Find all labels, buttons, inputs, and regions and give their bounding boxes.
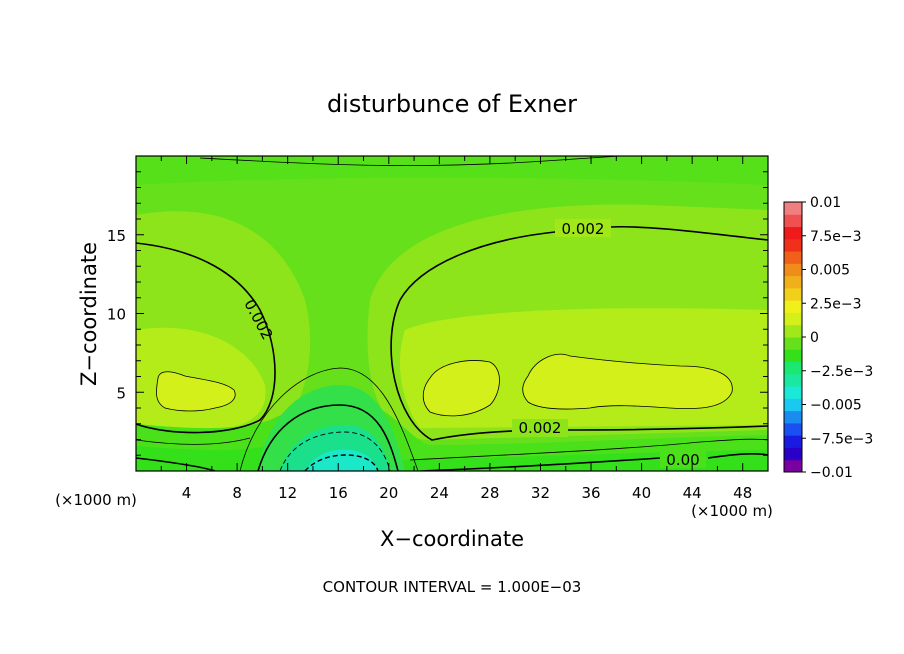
x-tick-label: 4 (182, 484, 192, 502)
colorbar-swatch (784, 459, 802, 473)
contour-line-dome-thin (239, 367, 419, 471)
colorbar-tick-label: −2.5e−3 (810, 364, 873, 380)
contour-label-3: 0.002 (519, 419, 562, 437)
colorbar-swatch (784, 214, 802, 228)
colorbar-tick-label: 0.005 (810, 263, 850, 279)
x-axis-label: X−coordinate (380, 527, 524, 551)
y-tick-label: 10 (107, 306, 126, 324)
x-axis: 4 8 12 16 20 24 28 32 36 40 44 48 (160, 156, 752, 502)
colorbar-swatch (784, 324, 802, 338)
field-island-left (156, 371, 236, 412)
colorbar-swatch (784, 386, 802, 399)
contour-line-bottom-thick-left (136, 457, 216, 471)
colorbar-tick-label: 0 (810, 330, 819, 346)
field-dome-inner (305, 449, 378, 471)
x-tick-label: 44 (683, 484, 702, 502)
colorbar: 0.01 7.5e−3 0.005 2.5e−3 0 −2.5e−3 −0.005 −7.5e… (783, 195, 873, 481)
field-island-mid (422, 360, 500, 417)
colorbar-swatch (784, 202, 802, 215)
colorbar-swatch (784, 361, 802, 375)
x-tick-label: 24 (430, 484, 449, 502)
colorbar-swatch (784, 312, 802, 326)
colorbar-swatch (784, 287, 802, 301)
x-tick-label: 48 (733, 484, 752, 502)
colorbar-swatch (784, 349, 802, 363)
colorbar-tick-label: −7.5e−3 (810, 431, 873, 447)
colorbar-swatch (784, 337, 802, 350)
colorbar-tick-label: 2.5e−3 (810, 296, 862, 312)
contour-field: 0.002 0.002 0.002 0.00 (136, 156, 768, 471)
contour-label-1: 0.002 (562, 220, 605, 238)
contour-line-bottom-thin-right (409, 438, 768, 461)
contour-line-bottom-thick-right (419, 452, 768, 471)
colorbar-tick-label: −0.01 (810, 465, 853, 481)
contour-label-4: 0.00 (666, 451, 699, 469)
x-tick-label: 20 (379, 484, 398, 502)
colorbar-swatch (784, 226, 802, 240)
contour-line-left-0002 (136, 242, 276, 434)
colorbar-swatch (784, 251, 802, 264)
contour-line-bottom-thin-left (136, 437, 251, 445)
field-island-right (522, 353, 733, 410)
x-unit-left: (×1000 m) (55, 491, 137, 509)
colorbar-tick-label: 0.01 (810, 195, 841, 211)
y-tick-label: 5 (116, 384, 126, 402)
x-tick-label: 16 (329, 484, 348, 502)
contour-line-dome-dash1 (279, 431, 391, 471)
colorbar-swatch (784, 398, 802, 412)
colorbar-swatch (784, 373, 802, 387)
contour-line-top (199, 156, 621, 167)
x-unit-right: (×1000 m) (691, 502, 773, 520)
colorbar-swatch (784, 238, 802, 252)
colorbar-tick-label: −0.005 (810, 398, 862, 414)
x-tick-label: 40 (632, 484, 651, 502)
field-band-upper (136, 156, 768, 185)
x-tick-label: 12 (278, 484, 297, 502)
x-tick-label: 36 (581, 484, 600, 502)
colorbar-swatch (784, 300, 802, 313)
contour-lines (136, 156, 768, 471)
x-tick-label: 32 (531, 484, 550, 502)
chart-title: disturbunce of Exner (327, 90, 577, 118)
contour-interval-note: CONTOUR INTERVAL = 1.000E−03 (323, 578, 582, 596)
y-tick-label: 15 (107, 227, 126, 245)
colorbar-swatch (784, 410, 802, 424)
colorbar-swatch (784, 263, 802, 277)
colorbar-swatch (784, 435, 802, 448)
y-axis: 5 10 15 (107, 171, 768, 456)
x-tick-label: 8 (232, 484, 242, 502)
x-tick-label: 28 (480, 484, 499, 502)
contour-line-dome (257, 404, 399, 471)
colorbar-swatch (784, 422, 802, 436)
colorbar-swatch (784, 275, 802, 289)
colorbar-tick-label: 7.5e−3 (810, 229, 862, 245)
y-axis-label: Z−coordinate (77, 242, 101, 386)
contour-line-dome-dash2 (304, 454, 379, 471)
contour-line-right-0002 (390, 225, 768, 441)
colorbar-swatch (784, 447, 802, 461)
